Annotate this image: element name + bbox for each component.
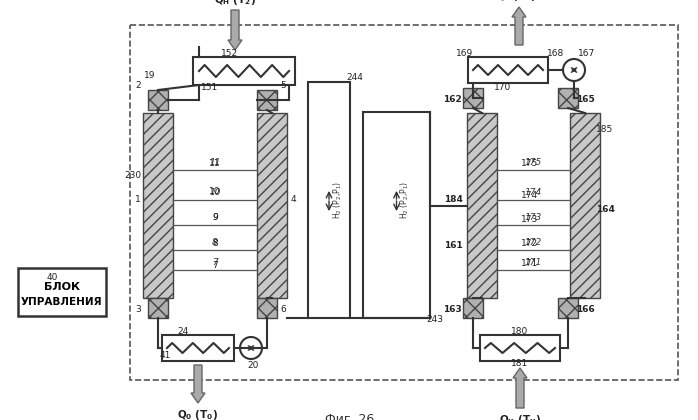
Text: 173: 173 — [521, 215, 539, 225]
Text: $\mathbf{Q_0}$ $\mathbf{(T_0)_X}$: $\mathbf{Q_0}$ $\mathbf{(T_0)_X}$ — [496, 0, 543, 3]
FancyArrow shape — [513, 368, 527, 408]
Text: 7: 7 — [212, 260, 218, 270]
Bar — [143, 113, 173, 298]
Text: 172: 172 — [525, 238, 542, 247]
Text: H$_2$ (P$_2$,P$_1$): H$_2$ (P$_2$,P$_1$) — [331, 181, 343, 219]
Text: 161: 161 — [444, 241, 462, 249]
Text: 175: 175 — [521, 158, 539, 168]
Bar — [468, 57, 548, 83]
Bar — [570, 113, 600, 298]
FancyArrow shape — [228, 10, 242, 50]
Text: 4: 4 — [290, 195, 296, 205]
Text: Фиг. 26: Фиг. 26 — [325, 413, 375, 420]
Text: $\mathbf{Q_0}$ $\mathbf{(T_0)}$: $\mathbf{Q_0}$ $\mathbf{(T_0)}$ — [177, 408, 218, 420]
Text: 164: 164 — [595, 205, 614, 215]
Text: 180: 180 — [512, 326, 528, 336]
Bar — [257, 113, 287, 298]
Text: 181: 181 — [512, 359, 528, 368]
Text: 172: 172 — [521, 239, 539, 247]
Text: 41: 41 — [159, 351, 171, 360]
Circle shape — [563, 59, 585, 81]
Text: 11: 11 — [209, 158, 221, 168]
Text: 185: 185 — [596, 126, 614, 134]
Text: 19: 19 — [144, 71, 156, 79]
Text: 170: 170 — [494, 84, 512, 92]
Text: 243: 243 — [426, 315, 443, 325]
Bar — [558, 88, 578, 108]
Bar — [162, 335, 234, 361]
Text: 152: 152 — [221, 48, 239, 58]
Text: 40: 40 — [46, 273, 58, 283]
Bar — [257, 90, 277, 110]
Bar — [148, 298, 168, 318]
Text: $\mathbf{Q_H}$ $\mathbf{(T_2)}$: $\mathbf{Q_H}$ $\mathbf{(T_2)}$ — [214, 0, 256, 7]
Bar — [463, 88, 483, 108]
Bar — [257, 298, 277, 318]
Text: H$_2$ (P$_2$,P$_1$): H$_2$ (P$_2$,P$_1$) — [399, 181, 411, 219]
Bar — [558, 298, 578, 318]
Bar — [148, 90, 168, 110]
Text: 6: 6 — [280, 305, 286, 315]
Text: 230: 230 — [124, 171, 142, 179]
FancyArrow shape — [512, 7, 526, 45]
Text: 2: 2 — [135, 81, 141, 90]
Text: 8: 8 — [212, 238, 218, 247]
Text: 10: 10 — [209, 188, 221, 197]
Bar — [467, 113, 497, 298]
FancyArrow shape — [191, 365, 205, 403]
Text: 168: 168 — [547, 48, 565, 58]
Text: 20: 20 — [247, 360, 259, 370]
Text: $\mathbf{Q_X}$ $\mathbf{(T_X)}$: $\mathbf{Q_X}$ $\mathbf{(T_X)}$ — [499, 413, 541, 420]
Text: 171: 171 — [525, 258, 542, 267]
Text: 244: 244 — [347, 74, 364, 82]
Text: 171: 171 — [521, 258, 539, 268]
Text: 7: 7 — [212, 258, 218, 267]
Text: 162: 162 — [443, 95, 461, 105]
Circle shape — [240, 337, 262, 359]
Bar — [363, 112, 430, 318]
Text: 9: 9 — [212, 213, 218, 222]
Text: 3: 3 — [135, 305, 141, 315]
Text: 5: 5 — [280, 81, 286, 90]
Text: 173: 173 — [525, 213, 542, 222]
Text: 169: 169 — [456, 48, 474, 58]
Bar — [463, 298, 483, 318]
Text: 24: 24 — [177, 326, 188, 336]
Text: 167: 167 — [579, 48, 595, 58]
Text: 174: 174 — [521, 191, 539, 200]
Text: 9: 9 — [212, 213, 218, 221]
Text: 11: 11 — [209, 158, 221, 167]
Bar — [308, 82, 350, 318]
Text: 166: 166 — [576, 305, 595, 315]
Text: 8: 8 — [212, 239, 218, 247]
Text: УПРАВЛЕНИЯ: УПРАВЛЕНИЯ — [21, 297, 103, 307]
Text: 10: 10 — [209, 187, 221, 197]
Bar — [480, 335, 560, 361]
Text: 175: 175 — [525, 158, 542, 167]
Text: БЛОК: БЛОК — [44, 282, 80, 292]
Text: 163: 163 — [443, 305, 461, 315]
Text: 184: 184 — [443, 195, 463, 205]
Text: 165: 165 — [576, 95, 595, 105]
Bar — [130, 25, 678, 380]
Text: 174: 174 — [525, 188, 542, 197]
Text: 151: 151 — [202, 82, 218, 92]
Bar — [18, 268, 106, 316]
Bar — [193, 57, 295, 85]
Text: 1: 1 — [135, 195, 141, 205]
